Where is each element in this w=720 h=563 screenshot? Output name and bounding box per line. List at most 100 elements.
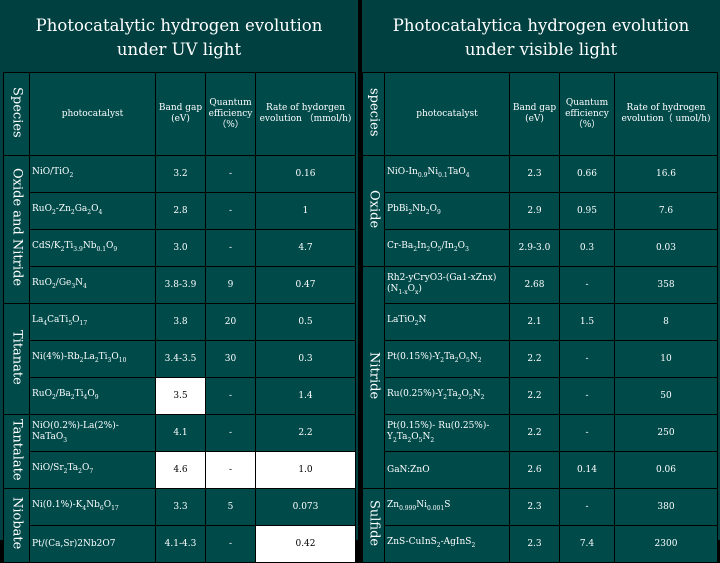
rate-cell: 10 [614, 340, 718, 378]
species-header: species [362, 72, 385, 156]
catalyst-cell: Pt/(Ca,Sr)2Nb2O7 [29, 525, 156, 563]
table-row: Cr-Ba2In2O5/In2O3 2.9-3.0 0.3 0.03 [363, 229, 718, 267]
species-header: Species [3, 72, 30, 156]
table-row: LaTiO2N 2.1 1.5 8 [363, 303, 718, 341]
catalyst-cell: Ni(0.1%)-K4Nb6O17 [29, 488, 156, 526]
band-gap-cell: 4.1-4.3 [155, 525, 206, 563]
band-gap-cell: 3.0 [155, 229, 206, 267]
catalyst-cell: RuO2/Ge3N4 [29, 266, 156, 304]
qe-cell: 20 [205, 303, 256, 341]
band-gap-header: Band gap (eV) [155, 72, 206, 156]
catalyst-cell: Pt(0.15%)- Ru(0.25%)-Y2Ta2O5N2 [384, 414, 510, 452]
qe-cell: - [205, 229, 256, 267]
qe-cell: 9 [205, 266, 256, 304]
uv-table: Species photocatalyst Band gap (eV) Quan… [3, 72, 356, 563]
band-gap-cell: 2.3 [509, 488, 560, 526]
rate-cell: 0.3 [255, 340, 356, 378]
catalyst-cell: PbBi2Nb2O9 [384, 192, 510, 230]
catalyst-cell: NiO/TiO2 [29, 155, 156, 193]
rate-cell: 4.7 [255, 229, 356, 267]
catalyst-cell: ZnS-CuInS2-AgInS2 [384, 525, 510, 563]
qe-cell: - [559, 340, 615, 378]
table-row: Nitride Rh2-yCryO3-(Ga1-xZnx)(N1-xOx) 2.… [362, 266, 718, 489]
catalyst-cell: Cr-Ba2In2O5/In2O3 [384, 229, 510, 267]
table-row: Ni(4%)-Rb2La2Ti3O10 3.4-3.5 30 0.3 [4, 340, 356, 378]
quantum-efficiency-header: Quantum efficiency （%） [559, 72, 615, 156]
rate-cell: 0.06 [614, 451, 718, 489]
band-gap-cell: 3.2 [155, 155, 206, 193]
qe-cell: - [205, 451, 256, 489]
catalyst-cell: Pt(0.15%)-Y2Ta2O5N2 [384, 340, 510, 378]
photocatalyst-header: photocatalyst [29, 72, 156, 156]
table-row: Niobate Ni(0.1%)-K4Nb6O17 3.3 5 0.073 [3, 488, 356, 563]
catalyst-cell: NiO-In0.9Ni0.1TaO4 [384, 155, 510, 193]
qe-cell: - [559, 414, 615, 452]
rate-cell: 0.16 [255, 155, 356, 193]
qe-cell: 0.95 [559, 192, 615, 230]
rate-cell: 0.5 [255, 303, 356, 341]
qe-cell: 0.3 [559, 229, 615, 267]
qe-cell: 0.14 [559, 451, 615, 489]
table-row: Ru(0.25%)-Y2Ta2O5N2 2.2 - 50 [363, 377, 718, 415]
rate-cell: 0.47 [255, 266, 356, 304]
band-gap-cell: 2.2 [509, 414, 560, 452]
rate-cell: 50 [614, 377, 718, 415]
band-gap-cell: 2.8 [155, 192, 206, 230]
qe-cell: - [205, 525, 256, 563]
table-row: GaN:ZnO 2.6 0.14 0.06 [363, 451, 718, 489]
catalyst-cell: GaN:ZnO [384, 451, 510, 489]
rate-cell: 16.6 [614, 155, 718, 193]
rate-cell: 0.42 [255, 525, 356, 563]
table-row: Oxide NiO-In0.9Ni0.1TaO4 2.3 0.66 16.6 [362, 155, 718, 267]
rate-cell: 7.6 [614, 192, 718, 230]
band-gap-cell: 2.1 [509, 303, 560, 341]
catalyst-cell: Ni(4%)-Rb2La2Ti3O10 [29, 340, 156, 378]
table-row: Oxide and Nitride NiO/TiO2 3.2 - 0.16 [3, 155, 356, 304]
band-gap-cell: 2.3 [509, 525, 560, 563]
catalyst-cell: LaTiO2N [384, 303, 510, 341]
band-gap-cell: 3.8 [155, 303, 206, 341]
catalyst-cell: RuO2-Zn2Ga2O4 [29, 192, 156, 230]
table-row: RuO2/Ge3N4 3.8-3.9 9 0.47 [4, 266, 356, 304]
group-oxide: Oxide [362, 155, 385, 267]
table-row: Tantalate NiO(0.2%)-La(2%)-NaTaO3 4.1 - … [3, 414, 356, 489]
band-gap-cell: 2.9-3.0 [509, 229, 560, 267]
uv-panel-title: Photocatalytic hydrogen evolution under … [35, 16, 323, 59]
band-gap-cell: 2.2 [509, 340, 560, 378]
catalyst-cell: NiO/Sr2Ta2O7 [29, 451, 156, 489]
band-gap-cell: 3.5 [155, 377, 206, 415]
visible-panel: Photocatalytica hydrogen evolution under… [362, 0, 720, 563]
table-row: Pt(0.15%)-Y2Ta2O5N2 2.2 - 10 [363, 340, 718, 378]
rate-cell: 2.2 [255, 414, 356, 452]
rate-cell: 250 [614, 414, 718, 452]
band-gap-cell: 2.6 [509, 451, 560, 489]
qe-cell: 7.4 [559, 525, 615, 563]
visible-panel-title: Photocatalytica hydrogen evolution under… [392, 16, 690, 59]
catalyst-cell: NiO(0.2%)-La(2%)-NaTaO3 [29, 414, 156, 452]
qe-cell: 0.66 [559, 155, 615, 193]
band-gap-cell: 2.2 [509, 377, 560, 415]
qe-cell: - [205, 155, 256, 193]
table-row: Pt/(Ca,Sr)2Nb2O7 4.1-4.3 - 0.42 [4, 525, 356, 563]
group-sulfide: Sulfide [362, 488, 385, 563]
qe-cell: 1.5 [559, 303, 615, 341]
group-oxide-nitride: Oxide and Nitride [3, 155, 30, 304]
band-gap-cell: 3.8-3.9 [155, 266, 206, 304]
rate-cell: 380 [614, 488, 718, 526]
visible-table: species photocatalyst Band gap (eV) Quan… [362, 72, 718, 563]
rate-cell: 1.4 [255, 377, 356, 415]
rate-cell: 1 [255, 192, 356, 230]
table-row: NiO/Sr2Ta2O7 4.6 - 1.0 [4, 451, 356, 489]
table-row: PbBi2Nb2O9 2.9 0.95 7.6 [363, 192, 718, 230]
photocatalyst-header: photocatalyst [384, 72, 510, 156]
qe-cell: - [205, 414, 256, 452]
table-row: Titanate La4CaTi5O17 3.8 20 0.5 [3, 303, 356, 415]
rate-cell: 1.0 [255, 451, 356, 489]
catalyst-cell: RuO2/Ba2Ti4O9 [29, 377, 156, 415]
table-row: ZnS-CuInS2-AgInS2 2.3 7.4 2300 [363, 525, 718, 563]
group-niobate: Niobate [3, 488, 30, 563]
band-gap-cell: 2.68 [509, 266, 560, 304]
rate-cell: 0.073 [255, 488, 356, 526]
band-gap-header: Band gap (eV) [509, 72, 560, 156]
band-gap-cell: 3.4-3.5 [155, 340, 206, 378]
